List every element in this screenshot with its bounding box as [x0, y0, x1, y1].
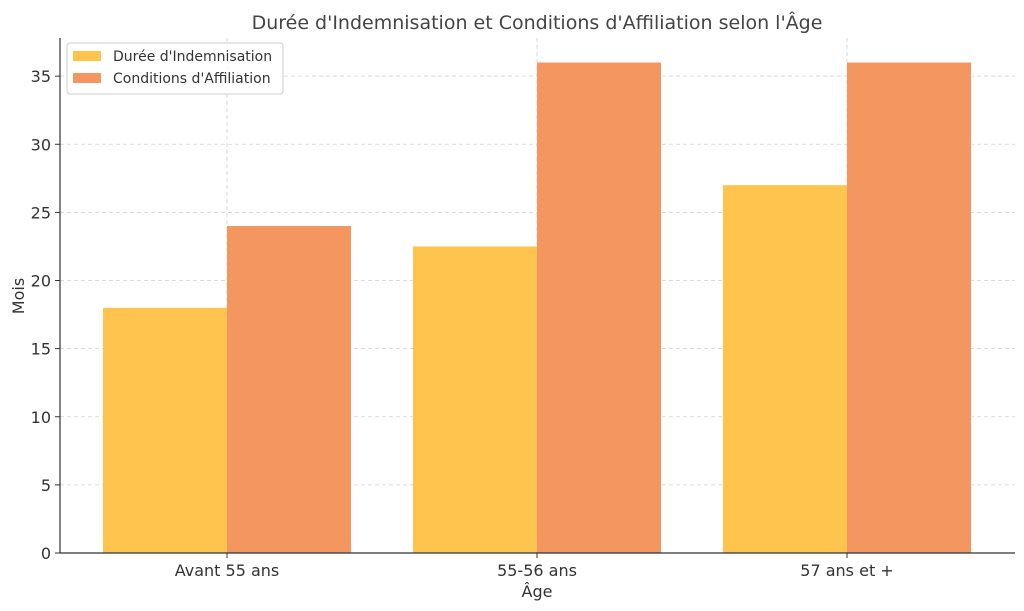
x-tick-label: 57 ans et + [800, 561, 893, 580]
legend-label-conditions: Conditions d'Affiliation [113, 71, 271, 87]
chart-title: Durée d'Indemnisation et Conditions d'Af… [252, 11, 823, 34]
bar-duree-2 [723, 185, 847, 553]
y-tick-label: 15 [31, 340, 51, 359]
y-tick-label: 10 [31, 408, 51, 427]
bar-conditions-2 [847, 62, 971, 554]
y-tick-label: 30 [31, 135, 51, 154]
bar-duree-0 [103, 307, 227, 553]
y-tick-label: 0 [41, 544, 51, 563]
y-tick-label: 20 [31, 272, 51, 291]
x-ticks: Avant 55 ans 55-56 ans 57 ans et + [175, 553, 894, 580]
x-tick-label: Avant 55 ans [175, 561, 280, 580]
y-tick-label: 25 [31, 203, 51, 222]
bar-duree-1 [413, 246, 537, 553]
x-axis-label: Âge [522, 582, 553, 601]
legend: Durée d'Indemnisation Conditions d'Affil… [66, 42, 284, 95]
bar-conditions-1 [537, 62, 661, 554]
y-axis-label: Mois [9, 278, 28, 314]
y-tick-label: 35 [31, 67, 51, 86]
legend-box [66, 42, 284, 95]
legend-swatch-conditions [73, 73, 101, 83]
bars [103, 62, 971, 554]
legend-label-duree: Durée d'Indemnisation [113, 49, 272, 65]
legend-swatch-duree [73, 51, 101, 61]
y-tick-label: 5 [41, 476, 51, 495]
bar-conditions-0 [227, 226, 351, 553]
x-tick-label: 55-56 ans [497, 561, 577, 580]
y-ticks: 0 5 10 15 20 25 30 35 [31, 67, 60, 563]
